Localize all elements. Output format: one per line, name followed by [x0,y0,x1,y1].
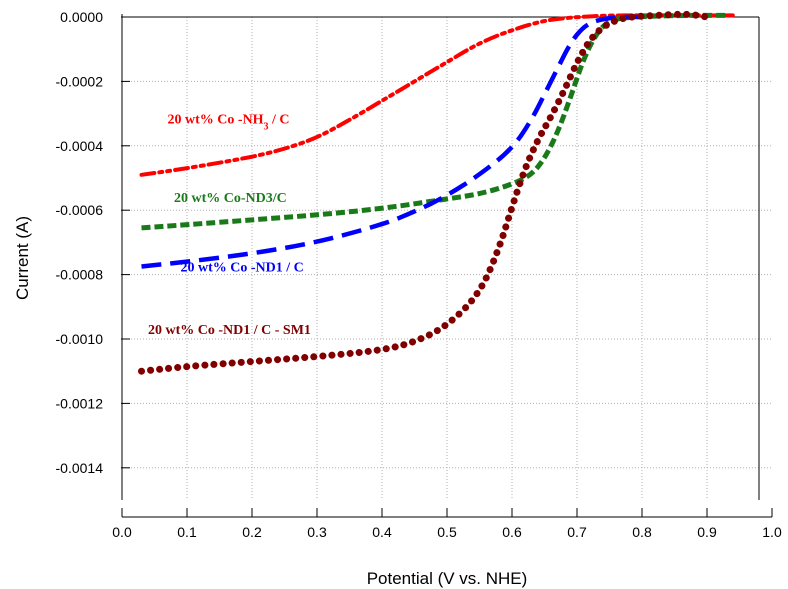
series-label-0: 20 wt% Co -NH3 / C [168,112,290,132]
x-tick-label: 0.4 [372,524,392,540]
x-tick-label: 0.9 [697,524,717,540]
x-tick-label: 0.0 [112,524,132,540]
series-line-0 [139,13,735,177]
grid [122,17,772,500]
x-tick-label: 0.8 [632,524,652,540]
x-tick-label: 0.2 [242,524,262,540]
x-tick-label: 0.5 [437,524,457,540]
x-tick-label: 1.0 [762,524,782,540]
series-line-2 [141,14,642,269]
x-tick-label: 0.1 [177,524,197,540]
x-tick-label: 0.3 [307,524,327,540]
series-line-3 [138,10,711,375]
x-tick-label: 0.6 [502,524,522,540]
y-tick-label: -0.0002 [56,73,104,89]
series-label-3: 20 wt% Co -ND1 / C - SM1 [148,323,311,338]
y-tick-label: -0.0008 [56,267,104,283]
y-tick-label: -0.0012 [56,395,104,411]
x-axis-title: Potential (V vs. NHE) [367,569,528,588]
y-tick-label: -0.0010 [56,331,104,347]
series-lines [138,10,735,375]
series-labels: 20 wt% Co -NH3 / C 20 wt% Co-ND3/C 20 wt% … [148,112,311,338]
y-tick-label: 0.0000 [60,9,103,25]
y-tick-label: -0.0006 [56,202,104,218]
y-tick-label: -0.0014 [56,460,104,476]
y-axis-title: Current (A) [13,216,32,300]
series-label-2: 20 wt% Co -ND1 / C [181,260,304,275]
x-tick-label: 0.7 [567,524,587,540]
y-tick-label: -0.0004 [56,138,104,154]
series-label-1: 20 wt% Co-ND3/C [174,191,287,206]
